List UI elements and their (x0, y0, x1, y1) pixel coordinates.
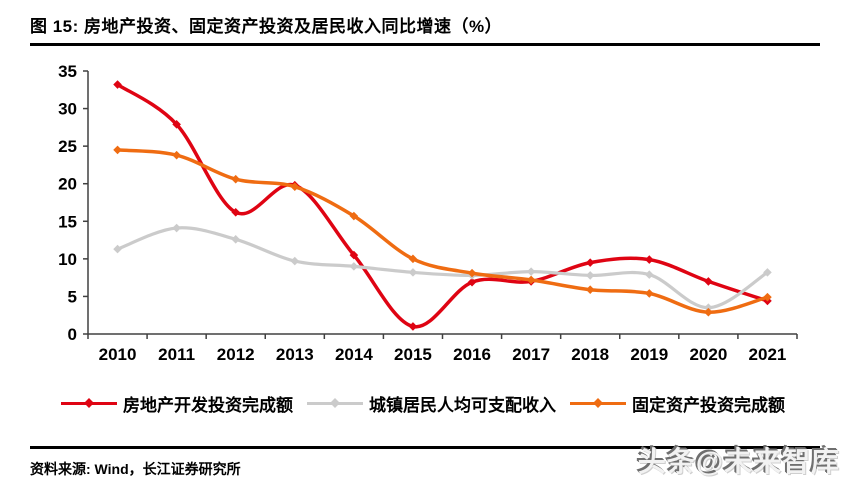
data-point-marker (467, 277, 477, 287)
legend-label: 固定资产投资完成额 (632, 395, 785, 415)
data-point-marker (349, 250, 359, 260)
data-point-marker (231, 207, 241, 217)
legend-line-icon (570, 398, 626, 408)
chart-legend: 房地产开发投资完成额 城镇居民人均可支配收入 固定资产投资完成额 (40, 391, 806, 415)
data-point-marker (172, 120, 181, 129)
data-point-marker (172, 150, 181, 160)
y-tick-label: 35 (58, 62, 77, 81)
data-point-marker (231, 174, 241, 184)
data-point-marker (704, 277, 713, 286)
data-point-marker (763, 268, 772, 277)
data-point-marker (408, 268, 418, 277)
x-tick-label: 2016 (453, 345, 491, 364)
data-point-marker (231, 235, 241, 244)
x-tick-label: 2019 (630, 345, 668, 364)
diamond-marker-icon (84, 398, 94, 408)
data-point-marker (585, 271, 595, 280)
source-text: 资料来源: Wind，长江证券研究所 (30, 461, 241, 477)
data-point-marker (349, 262, 359, 271)
y-tick-label: 25 (58, 137, 77, 156)
legend-line-icon (307, 398, 363, 408)
data-point-marker (585, 258, 595, 267)
diamond-marker-icon (593, 398, 603, 408)
x-tick-label: 2011 (158, 345, 195, 364)
data-point-marker (704, 303, 713, 312)
x-tick-label: 2014 (335, 345, 373, 364)
legend-item-red: 房地产开发投资完成额 (61, 391, 293, 416)
line-chart: 0 5 10 15 20 25 30 35 2010 2011 2012 2013 2014 2015 20… (58, 62, 798, 364)
data-point-marker (467, 268, 477, 278)
data-point-marker (290, 182, 300, 192)
x-tick-label: 2012 (217, 345, 255, 364)
source-rule (30, 446, 820, 449)
legend-item-gray: 城镇居民人均可支配收入 (307, 391, 556, 416)
data-point-marker (349, 211, 359, 221)
x-tick-label: 2021 (749, 345, 787, 364)
data-point-marker (644, 270, 654, 279)
data-point-marker (113, 145, 122, 155)
y-tick-label: 15 (58, 212, 77, 231)
series-line-red (115, 82, 770, 329)
data-point-marker (644, 255, 654, 264)
x-tick-label: 2020 (689, 345, 727, 364)
data-point-marker (290, 256, 300, 266)
data-point-marker (113, 80, 122, 89)
data-point-marker (172, 223, 181, 233)
data-point-marker (763, 292, 772, 302)
data-point-marker (585, 285, 595, 294)
x-tick-label: 2018 (571, 345, 609, 364)
data-point-marker (526, 275, 536, 285)
series-line-orange (115, 148, 770, 314)
data-point-marker (704, 307, 713, 317)
x-tick-label: 2017 (512, 345, 550, 364)
y-tick-label: 20 (58, 175, 77, 194)
title-rule (30, 43, 820, 46)
legend-line-icon (61, 398, 117, 408)
data-point-marker (408, 254, 418, 264)
data-point-marker (644, 289, 654, 298)
x-tick-label: 2015 (394, 345, 432, 364)
x-tick-label: 2010 (99, 345, 137, 364)
y-tick-label: 10 (58, 250, 77, 269)
y-tick-label: 0 (68, 325, 77, 344)
diamond-marker-icon (330, 398, 340, 408)
figure-title: 图 15: 房地产投资、固定资产投资及居民收入同比增速（%） (30, 17, 503, 36)
y-tick-label: 5 (68, 287, 77, 306)
data-point-marker (408, 322, 418, 331)
legend-label: 房地产开发投资完成额 (123, 395, 293, 415)
x-tick-label: 2013 (276, 345, 314, 364)
y-tick-label: 30 (58, 100, 77, 119)
chart-canvas: 0 5 10 15 20 25 30 35 2010 2011 2012 2013 2014 2015 20… (58, 62, 798, 364)
legend-item-orange: 固定资产投资完成额 (570, 391, 785, 416)
data-point-marker (113, 244, 122, 254)
legend-label: 城镇居民人均可支配收入 (369, 395, 556, 415)
watermark: 头条@未来智库 (637, 446, 840, 477)
data-point-marker (526, 267, 536, 276)
